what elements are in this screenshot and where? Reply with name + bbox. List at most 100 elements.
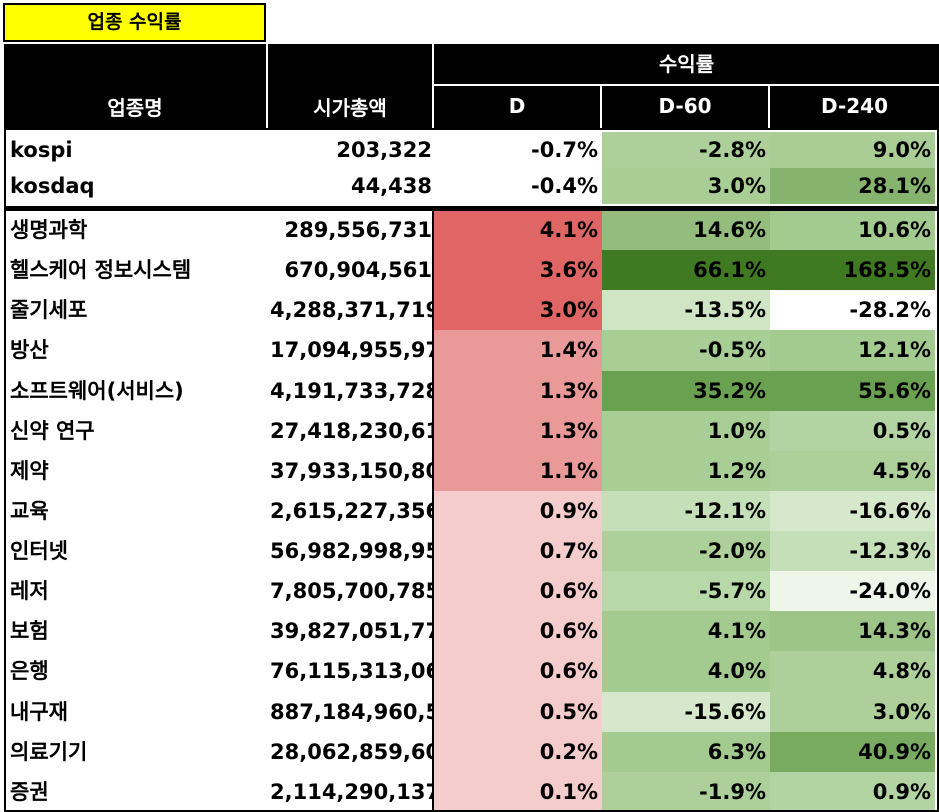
cell-d240: 55.6% bbox=[770, 370, 935, 411]
cell-d60: 66.1% bbox=[602, 250, 770, 291]
cell-d60: 4.0% bbox=[602, 651, 770, 692]
cell-d: 0.6% bbox=[434, 651, 602, 692]
cell-d240: 9.0% bbox=[770, 132, 935, 168]
table-row: 생명과학 289,556,731 4.1% 14.6% 10.6% bbox=[4, 210, 939, 251]
cell-name: 은행 bbox=[10, 659, 49, 684]
cell-name: 교육 bbox=[10, 498, 49, 523]
cell-d240: 0.5% bbox=[770, 410, 935, 451]
cell-cap: 2,114,290,137 bbox=[270, 779, 434, 804]
header-name: 업종명 bbox=[107, 96, 163, 120]
cell-d: 0.2% bbox=[434, 731, 602, 772]
cell-cap: 37,933,150,809 bbox=[270, 458, 434, 483]
cell-d: 3.0% bbox=[434, 290, 602, 331]
table-row: 레저 7,805,700,785 0.6% -5.7% -24.0% bbox=[4, 571, 939, 612]
cell-d60: 1.0% bbox=[602, 410, 770, 451]
header-returns-group: 수익률 bbox=[658, 52, 715, 76]
cell-name: 줄기세포 bbox=[10, 298, 88, 323]
table-row: 소프트웨어(서비스) 4,191,733,728 1.3% 35.2% 55.6% bbox=[4, 370, 939, 411]
sheet-title: 업종 수익률 bbox=[3, 3, 266, 42]
cell-d240: -12.3% bbox=[770, 531, 935, 572]
cell-d: 3.6% bbox=[434, 250, 602, 291]
table-row: 증권 2,114,290,137 0.1% -1.9% 0.9% bbox=[4, 771, 939, 812]
cell-cap: 2,615,227,356,0 bbox=[270, 498, 434, 523]
cell-d: 1.3% bbox=[434, 410, 602, 451]
cell-d60: -12.1% bbox=[602, 490, 770, 532]
cell-d60: -2.0% bbox=[602, 531, 770, 572]
cell-name: 내구재 bbox=[10, 699, 68, 724]
cell-d240: 4.8% bbox=[770, 651, 935, 692]
cell-name: 헬스케어 정보시스템 bbox=[10, 258, 192, 283]
cell-d60: -15.6% bbox=[602, 691, 770, 732]
cell-cap: 4,288,371,719,0 bbox=[270, 298, 434, 323]
cell-name: 레저 bbox=[10, 579, 49, 604]
cell-cap: 17,094,955,974 bbox=[270, 338, 434, 363]
cell-name: 제약 bbox=[10, 458, 49, 483]
cell-name: 생명과학 bbox=[10, 218, 88, 242]
cell-d240: 168.5% bbox=[770, 250, 935, 291]
index-row: kospi 203,322 -0.7% -2.8% 9.0% bbox=[4, 132, 939, 168]
cell-d: 0.5% bbox=[434, 691, 602, 732]
cell-d240: 14.3% bbox=[770, 611, 935, 652]
cell-cap: 7,805,700,785 bbox=[270, 579, 434, 604]
table-row: 헬스케어 정보시스템 670,904,561 3.6% 66.1% 168.5% bbox=[4, 250, 939, 291]
cell-d60: 1.2% bbox=[602, 450, 770, 491]
cell-d240: 4.5% bbox=[770, 450, 935, 491]
cell-d240: -28.2% bbox=[770, 290, 935, 331]
cell-cap: 203,322 bbox=[336, 138, 432, 162]
cell-cap: 289,556,731 bbox=[284, 218, 432, 242]
cell-d240: 28.1% bbox=[770, 168, 935, 204]
cell-d60: -0.5% bbox=[602, 330, 770, 371]
cell-d240: -16.6% bbox=[770, 490, 935, 532]
cell-d: 1.1% bbox=[434, 450, 602, 491]
cell-cap: 44,438 bbox=[350, 174, 432, 198]
cell-d: 0.6% bbox=[434, 611, 602, 652]
table-header: 업종명 시가총액 수익률 D D-60 D-240 bbox=[4, 44, 939, 128]
cell-cap: 56,982,998,954 bbox=[270, 539, 434, 564]
cell-name: kosdaq bbox=[10, 174, 95, 198]
cell-d: 1.4% bbox=[434, 330, 602, 371]
cell-name: 소프트웨어(서비스) bbox=[10, 378, 184, 403]
cell-name: 증권 bbox=[10, 779, 49, 804]
table-row: 은행 76,115,313,064,0.6%4.0%4.8% bbox=[4, 651, 939, 692]
cell-name: 신약 연구 bbox=[10, 418, 95, 443]
cell-d60: 6.3% bbox=[602, 731, 770, 772]
cell-d: 0.1% bbox=[434, 771, 602, 812]
cell-cap: 4,191,733,728 bbox=[270, 378, 434, 403]
cell-name: 방산 bbox=[10, 338, 49, 363]
cell-d60: -2.8% bbox=[602, 132, 770, 168]
header-d: D bbox=[508, 94, 526, 118]
header-d60: D-60 bbox=[658, 94, 712, 118]
cell-cap: 887,184,960,55 bbox=[270, 699, 434, 724]
cell-cap: 27,418,230,617 bbox=[270, 418, 434, 443]
cell-cap: 39,827,051,775 bbox=[270, 619, 434, 644]
cell-d60: 3.0% bbox=[602, 168, 770, 204]
cell-d60: -13.5% bbox=[602, 290, 770, 331]
cell-d240: -24.0% bbox=[770, 571, 935, 612]
cell-d: -0.4% bbox=[434, 168, 602, 204]
cell-d240: 3.0% bbox=[770, 691, 935, 732]
cell-d60: -1.9% bbox=[602, 771, 770, 812]
cell-cap: 670,904,561 bbox=[284, 258, 432, 283]
cell-d60: -5.7% bbox=[602, 571, 770, 612]
cell-name: 의료기기 bbox=[10, 739, 88, 764]
cell-d60: 4.1% bbox=[602, 611, 770, 652]
cell-d: -0.7% bbox=[434, 132, 602, 168]
cell-cap: 28,062,859,601 bbox=[270, 739, 434, 764]
cell-d240: 12.1% bbox=[770, 330, 935, 371]
cell-name: 보험 bbox=[10, 619, 49, 644]
cell-name: kospi bbox=[10, 138, 73, 162]
cell-d: 1.3% bbox=[434, 370, 602, 411]
cell-d60: 14.6% bbox=[602, 210, 770, 251]
cell-d: 4.1% bbox=[434, 210, 602, 251]
header-cap: 시가총액 bbox=[313, 96, 387, 120]
header-d240: D-240 bbox=[820, 94, 889, 118]
cell-d60: 35.2% bbox=[602, 370, 770, 411]
